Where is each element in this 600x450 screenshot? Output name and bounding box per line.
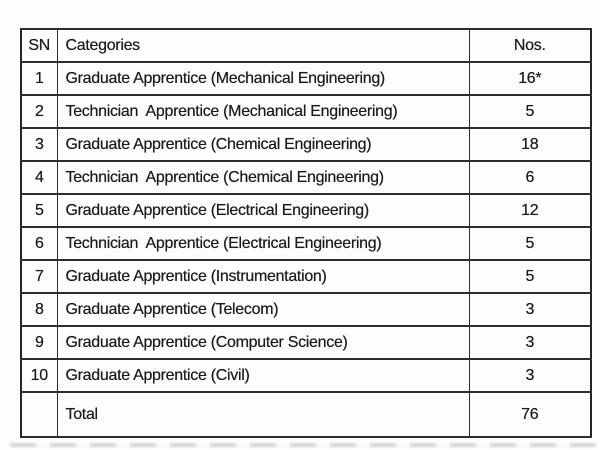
sn-cell: 9 — [20, 325, 58, 360]
category-cell: Graduate Apprentice (Civil) — [56, 358, 470, 393]
category-cell: Graduate Apprentice (Mechanical Engineer… — [56, 61, 470, 96]
category-cell: Graduate Apprentice (Computer Science) — [56, 325, 470, 360]
nos-cell: 5 — [468, 94, 592, 129]
table-row: 10 Graduate Apprentice (Civil) 3 — [20, 358, 592, 393]
sn-cell: 8 — [20, 292, 58, 327]
total-sn-cell — [20, 391, 58, 438]
table-row: 4 Technician Apprentice (Chemical Engine… — [20, 160, 592, 195]
sn-cell: 1 — [20, 61, 58, 96]
category-cell: Graduate Apprentice (Chemical Engineerin… — [56, 127, 470, 162]
sn-cell: 5 — [20, 193, 58, 228]
table-row: 2 Technician Apprentice (Mechanical Engi… — [20, 94, 592, 129]
total-row: Total 76 — [20, 391, 592, 438]
nos-cell: 6 — [468, 160, 592, 195]
table-row: 5 Graduate Apprentice (Electrical Engine… — [20, 193, 592, 228]
total-nos-cell: 76 — [468, 391, 592, 438]
sn-cell: 10 — [20, 358, 58, 393]
nos-cell: 16* — [468, 61, 592, 96]
header-row: SN Categories Nos. — [20, 28, 592, 63]
sn-cell: 2 — [20, 94, 58, 129]
category-cell: Graduate Apprentice (Electrical Engineer… — [56, 193, 470, 228]
header-categories: Categories — [56, 28, 470, 63]
nos-cell: 12 — [468, 193, 592, 228]
nos-cell: 18 — [468, 127, 592, 162]
nos-cell: 3 — [468, 325, 592, 360]
table-row: 3 Graduate Apprentice (Chemical Engineer… — [20, 127, 592, 162]
sn-cell: 3 — [20, 127, 58, 162]
table-row: 6 Technician Apprentice (Electrical Engi… — [20, 226, 592, 261]
nos-cell: 5 — [468, 226, 592, 261]
category-cell: Technician Apprentice (Electrical Engine… — [56, 226, 470, 261]
nos-cell: 3 — [468, 292, 592, 327]
sn-cell: 7 — [20, 259, 58, 294]
nos-cell: 5 — [468, 259, 592, 294]
table-row: 8 Graduate Apprentice (Telecom) 3 — [20, 292, 592, 327]
sn-cell: 4 — [20, 160, 58, 195]
category-cell: Graduate Apprentice (Instrumentation) — [56, 259, 470, 294]
apprentice-vacancy-table: SN Categories Nos. 1 Graduate Apprentice… — [20, 28, 592, 438]
total-label-cell: Total — [56, 391, 470, 438]
header-sn: SN — [20, 28, 58, 63]
table-row: 7 Graduate Apprentice (Instrumentation) … — [20, 259, 592, 294]
table-row: 1 Graduate Apprentice (Mechanical Engine… — [20, 61, 592, 96]
nos-cell: 3 — [468, 358, 592, 393]
header-nos: Nos. — [468, 28, 592, 63]
category-cell: Technician Apprentice (Mechanical Engine… — [56, 94, 470, 129]
scan-artifact-line — [10, 443, 596, 447]
table-row: 9 Graduate Apprentice (Computer Science)… — [20, 325, 592, 360]
category-cell: Technician Apprentice (Chemical Engineer… — [56, 160, 470, 195]
sn-cell: 6 — [20, 226, 58, 261]
category-cell: Graduate Apprentice (Telecom) — [56, 292, 470, 327]
